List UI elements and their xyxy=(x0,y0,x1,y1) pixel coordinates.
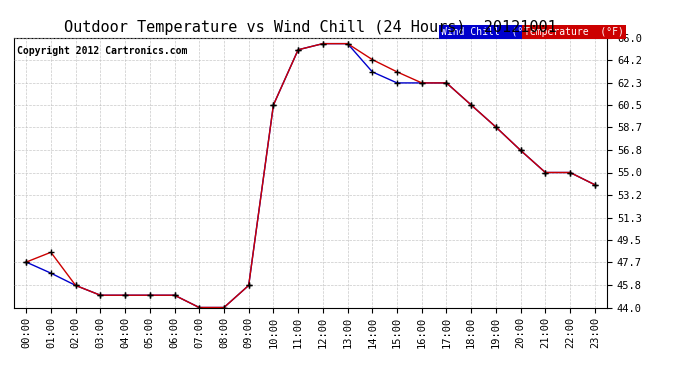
Text: Temperature  (°F): Temperature (°F) xyxy=(524,27,624,37)
Text: Copyright 2012 Cartronics.com: Copyright 2012 Cartronics.com xyxy=(17,46,187,56)
Text: Wind Chill  (°F): Wind Chill (°F) xyxy=(441,27,535,37)
Title: Outdoor Temperature vs Wind Chill (24 Hours)  20121001: Outdoor Temperature vs Wind Chill (24 Ho… xyxy=(64,20,557,35)
